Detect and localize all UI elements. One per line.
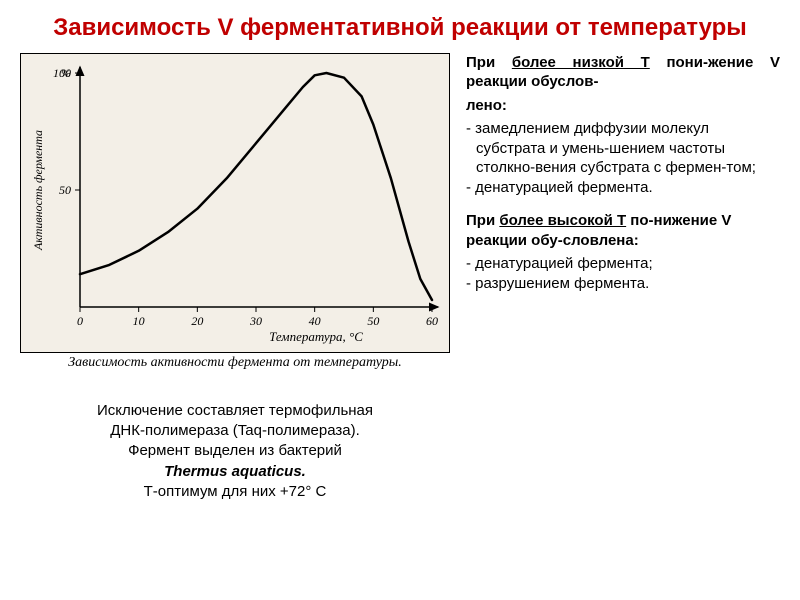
svg-text:Температура, °С: Температура, °С — [269, 329, 363, 344]
svg-text:50: 50 — [59, 183, 71, 197]
svg-text:30: 30 — [249, 314, 262, 328]
organism-name: Thermus aquaticus. — [164, 463, 306, 480]
svg-text:%: % — [61, 66, 71, 80]
chart-caption: Зависимость активности фермента от темпе… — [20, 355, 450, 371]
note-line-4: Т-оптимум для них +72° С — [144, 483, 327, 500]
content-row: 010203040506050100%Температура, °САктивн… — [20, 53, 780, 502]
svg-text:40: 40 — [309, 314, 321, 328]
high-temp-heading: При более высокой Т по-нижение V реакции… — [466, 211, 780, 250]
svg-text:Активность фермента: Активность фермента — [31, 130, 45, 251]
low-temp-bullet-2: - денатурацией фермента. — [466, 178, 780, 198]
high-temp-bullets: - денатурацией фермента; - разрушением ф… — [466, 254, 780, 293]
low-temp-pre: При — [466, 54, 512, 71]
svg-text:20: 20 — [191, 314, 203, 328]
chart-svg: 010203040506050100%Температура, °САктивн… — [20, 53, 450, 353]
low-temp-bullet-1: - замедлением диффузии молекул субстрата… — [466, 119, 780, 178]
enzyme-activity-chart: 010203040506050100%Температура, °САктивн… — [20, 53, 450, 353]
high-temp-underline: более высокой Т — [499, 212, 626, 229]
low-temp-underline: более низкой Т — [512, 54, 650, 71]
high-temp-bullet-2: - разрушением фермента. — [466, 274, 780, 294]
svg-text:60: 60 — [426, 314, 438, 328]
note-line-1: Исключение составляет термофильная — [97, 402, 373, 419]
slide-title: Зависимость V ферментативной реакции от … — [20, 14, 780, 43]
high-temp-bullet-1: - денатурацией фермента; — [466, 254, 780, 274]
low-temp-heading: При более низкой Т пони-жение V реакции … — [466, 53, 780, 92]
note-line-3: Фермент выделен из бактерий — [128, 442, 342, 459]
svg-text:0: 0 — [77, 314, 83, 328]
svg-text:50: 50 — [367, 314, 379, 328]
svg-text:10: 10 — [133, 314, 145, 328]
exception-note: Исключение составляет термофильная ДНК-п… — [20, 401, 450, 502]
slide-root: Зависимость V ферментативной реакции от … — [0, 0, 800, 600]
right-column: При более низкой Т пони-жение V реакции … — [466, 53, 780, 502]
low-temp-bullets: - замедлением диффузии молекул субстрата… — [466, 119, 780, 197]
high-temp-pre: При — [466, 212, 499, 229]
low-temp-heading-2: лено: — [466, 96, 780, 116]
note-line-2: ДНК-полимераза (Taq-полимераза). — [110, 422, 360, 439]
left-column: 010203040506050100%Температура, °САктивн… — [20, 53, 450, 502]
